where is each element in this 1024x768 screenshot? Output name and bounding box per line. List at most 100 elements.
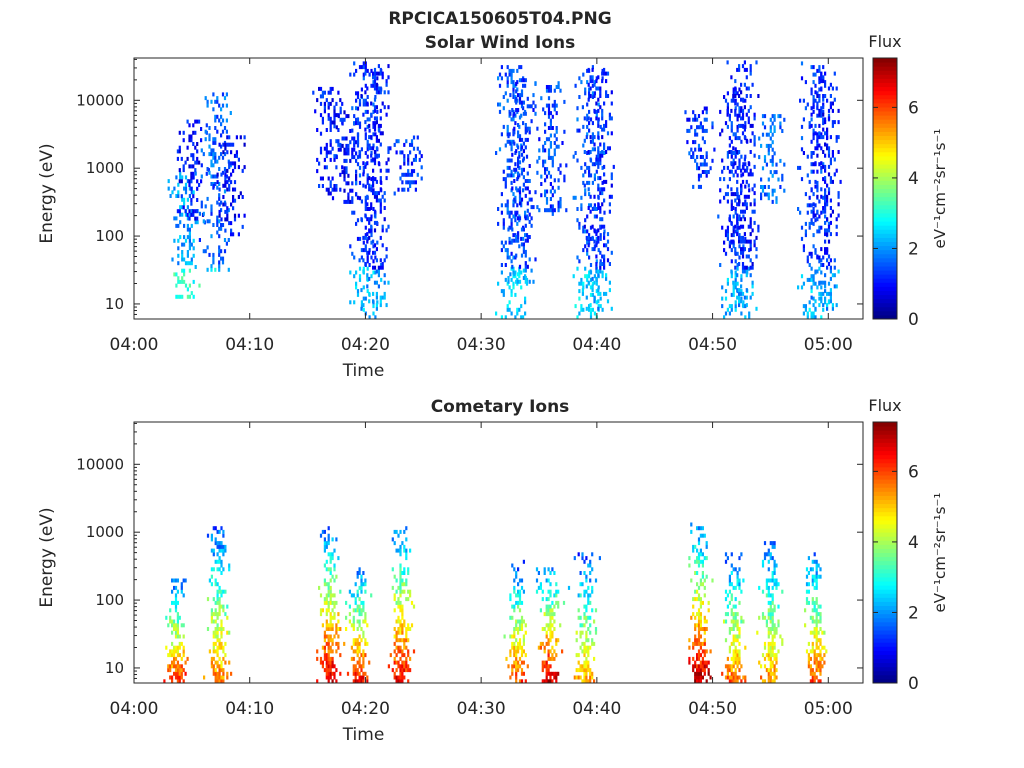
heatmap-cell <box>549 155 552 160</box>
heatmap-cell <box>773 541 776 546</box>
heatmap-cell <box>738 649 741 654</box>
heatmap-cell <box>515 649 518 654</box>
heatmap-cell <box>348 619 351 624</box>
heatmap-cell <box>520 137 524 142</box>
heatmap-cell <box>513 589 516 594</box>
heatmap-cell <box>721 671 724 676</box>
heatmap-cell <box>824 153 827 158</box>
heatmap-cell <box>696 671 699 676</box>
heatmap-cell <box>214 182 217 186</box>
heatmap-cell <box>724 675 728 680</box>
heatmap-cell <box>508 165 511 170</box>
heatmap-cell <box>520 649 524 654</box>
heatmap-cell <box>517 589 520 594</box>
heatmap-cell <box>545 189 549 194</box>
heatmap-cell <box>738 303 741 308</box>
colorbar-segment <box>873 605 897 611</box>
heatmap-cell <box>707 671 710 676</box>
heatmap-cell <box>222 589 225 594</box>
heatmap-cell <box>593 173 596 178</box>
heatmap-cell <box>174 671 178 676</box>
heatmap-cell <box>190 242 193 247</box>
heatmap-cell <box>321 529 324 534</box>
heatmap-cell <box>591 247 594 252</box>
heatmap-cell <box>183 272 186 277</box>
heatmap-cell <box>355 91 358 96</box>
heatmap-cell <box>364 615 367 620</box>
heatmap-cell <box>829 213 832 218</box>
heatmap-cell <box>699 173 702 178</box>
heatmap-cell <box>515 149 518 154</box>
heatmap-cell <box>581 291 584 296</box>
heatmap-cell <box>358 619 361 624</box>
heatmap-cell <box>524 123 527 127</box>
heatmap-cell <box>763 114 767 119</box>
heatmap-cell <box>186 197 189 202</box>
heatmap-cell <box>591 207 594 211</box>
heatmap-cell <box>176 679 179 684</box>
heatmap-cell <box>595 207 598 211</box>
heatmap-cell <box>736 612 739 617</box>
heatmap-cell <box>243 165 246 170</box>
heatmap-cell <box>822 79 825 84</box>
heatmap-cell <box>391 585 394 590</box>
heatmap-cell <box>503 634 506 639</box>
heatmap-cell <box>522 246 525 251</box>
heatmap-cell <box>738 162 741 167</box>
heatmap-cell <box>549 144 552 149</box>
heatmap-cell <box>356 289 360 294</box>
heatmap-cell <box>337 90 340 95</box>
heatmap-cell <box>210 548 213 553</box>
heatmap-cell <box>381 224 384 229</box>
heatmap-cell <box>524 311 527 316</box>
heatmap-cell <box>577 653 580 658</box>
heatmap-cell <box>522 315 525 320</box>
heatmap-cell <box>743 194 746 199</box>
heatmap-cell <box>579 645 582 650</box>
heatmap-cell <box>506 98 509 103</box>
heatmap-cell <box>732 656 735 661</box>
heatmap-cell <box>182 653 185 658</box>
heatmap-cell <box>811 600 814 605</box>
heatmap-cell <box>686 117 689 122</box>
heatmap-cell <box>183 197 186 202</box>
heatmap-cell <box>405 548 408 553</box>
heatmap-cell <box>319 113 323 118</box>
heatmap-cell <box>814 218 817 223</box>
heatmap-cell <box>321 664 324 669</box>
heatmap-cell <box>589 593 592 598</box>
heatmap-cell <box>180 582 183 587</box>
heatmap-cell <box>726 229 729 234</box>
heatmap-cell <box>703 578 706 583</box>
heatmap-cell <box>812 202 815 207</box>
heatmap-cell <box>354 649 357 654</box>
heatmap-cell <box>709 166 712 171</box>
heatmap-cell <box>549 630 552 635</box>
heatmap-cell <box>210 615 213 620</box>
heatmap-cell <box>412 135 416 140</box>
heatmap-cell <box>182 679 185 684</box>
heatmap-cell <box>814 269 817 274</box>
heatmap-cell <box>381 131 384 136</box>
heatmap-cell <box>765 162 768 167</box>
heatmap-cell <box>368 263 371 267</box>
heatmap-cell <box>814 131 817 136</box>
heatmap-cell <box>765 668 768 673</box>
heatmap-cell <box>364 109 367 114</box>
heatmap-cell <box>761 114 765 119</box>
heatmap-cell <box>515 679 518 684</box>
heatmap-cell <box>597 117 600 122</box>
heatmap-cell <box>694 638 697 643</box>
heatmap-cell <box>573 556 576 561</box>
heatmap-cell <box>403 161 406 166</box>
heatmap-cell <box>526 664 529 669</box>
heatmap-cell <box>767 192 770 197</box>
heatmap-cell <box>327 641 330 646</box>
heatmap-cell <box>366 232 369 237</box>
heatmap-cell <box>171 257 174 262</box>
heatmap-cell <box>360 582 363 587</box>
heatmap-cell <box>399 638 402 643</box>
heatmap-cell <box>377 71 380 76</box>
heatmap-cell <box>196 186 199 191</box>
heatmap-cell <box>399 563 402 568</box>
